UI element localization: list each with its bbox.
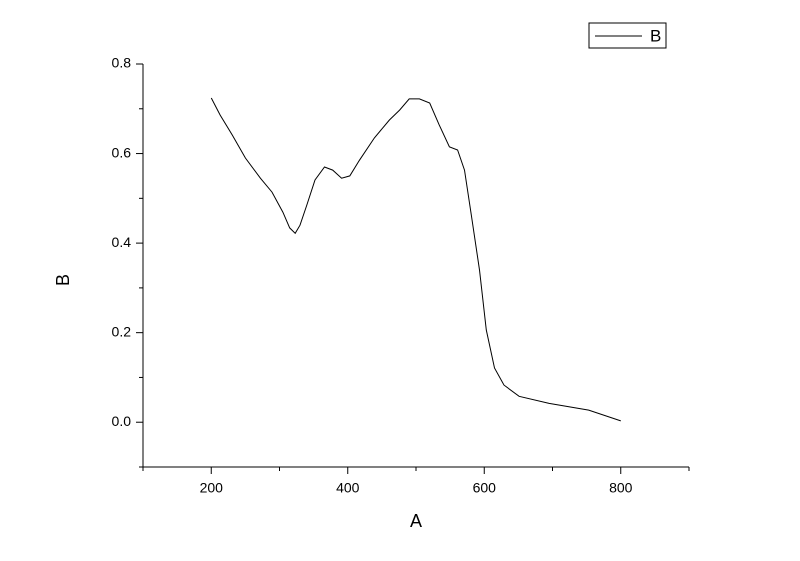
y-axis-label: B xyxy=(53,274,73,286)
x-axis-label: A xyxy=(410,511,422,531)
y-tick-label: 0.8 xyxy=(112,55,132,71)
x-tick-label: 400 xyxy=(336,480,360,496)
data-line xyxy=(210,97,621,422)
y-tick-label: 0.4 xyxy=(112,234,132,250)
y-tick-label: 0.0 xyxy=(112,413,132,429)
y-tick-label: 0.2 xyxy=(112,323,132,339)
x-tick-label: 200 xyxy=(200,480,224,496)
x-tick-label: 600 xyxy=(473,480,497,496)
y-tick-label: 0.6 xyxy=(112,144,132,160)
x-tick-label: 800 xyxy=(609,480,633,496)
legend-label: B xyxy=(650,26,661,45)
